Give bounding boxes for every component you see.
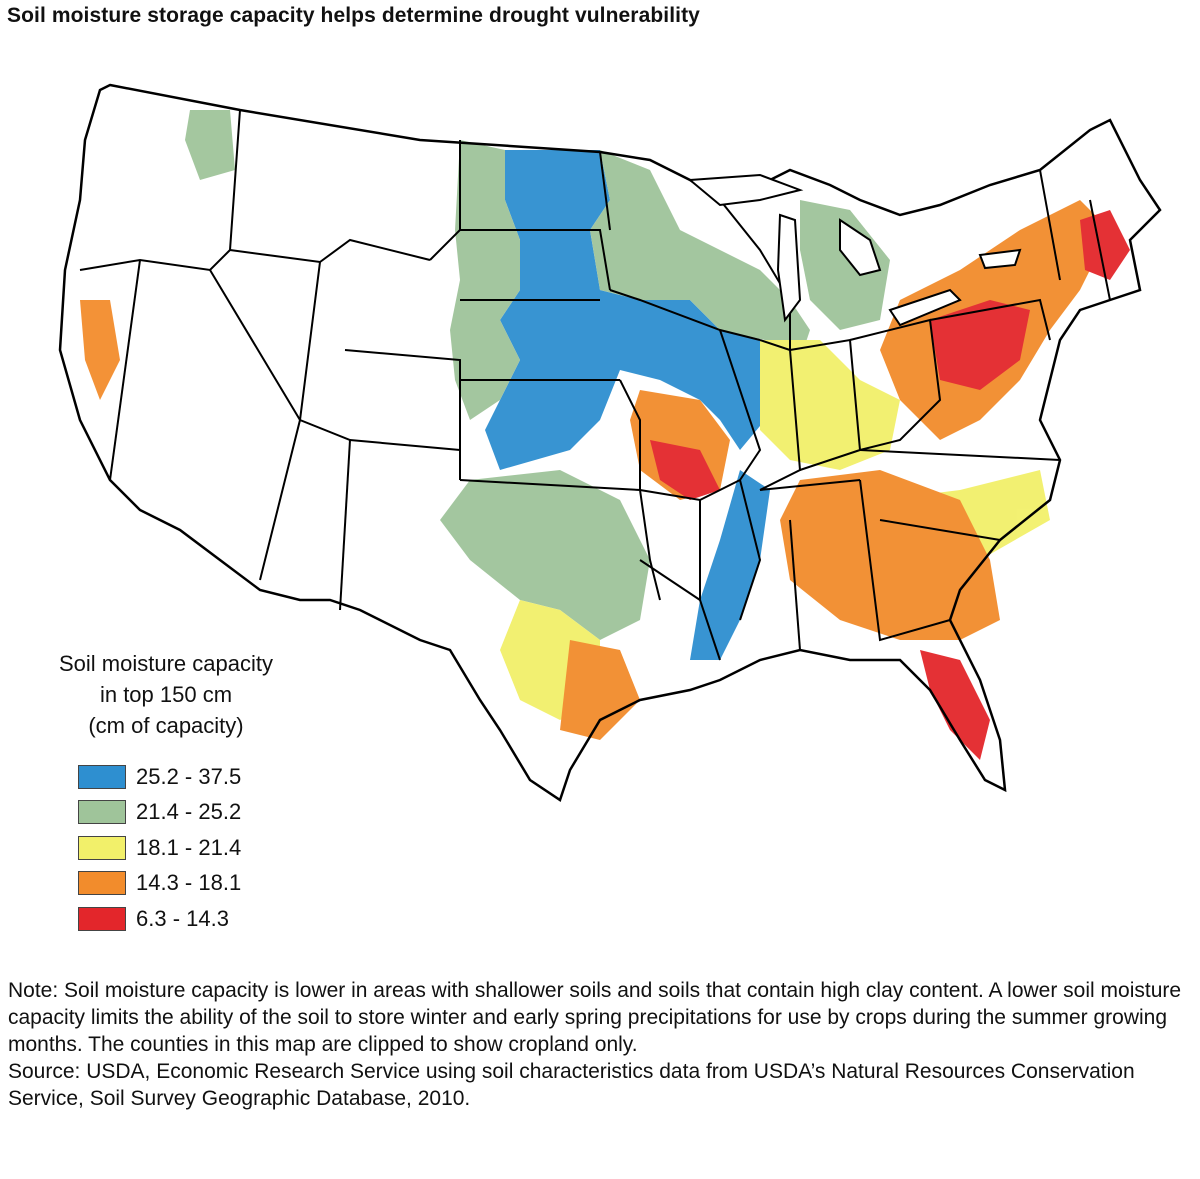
region-texas-orange — [560, 640, 640, 740]
legend-item: 18.1 - 21.4 — [78, 830, 310, 866]
region-west-green — [185, 110, 235, 180]
legend-title: Soil moisture capacity in top 150 cm (cm… — [30, 648, 302, 741]
region-red-appalachia — [930, 300, 1030, 390]
lake-huron — [839, 218, 882, 277]
lake-michigan — [776, 213, 802, 323]
legend-label: 21.4 - 25.2 — [136, 799, 242, 825]
legend-title-line: in top 150 cm — [99, 682, 233, 707]
us-outline — [58, 83, 1162, 802]
region-red-florida — [920, 650, 990, 760]
legend-item: 14.3 - 18.1 — [78, 866, 310, 902]
legend-item: 6.3 - 14.3 — [78, 901, 310, 937]
legend-items: 25.2 - 37.5 21.4 - 25.2 18.1 - 21.4 14.3… — [78, 759, 310, 937]
legend-label: 14.3 - 18.1 — [136, 870, 242, 896]
region-yellow-midwest — [760, 340, 900, 470]
region-southern-plains-green — [440, 470, 650, 640]
region-red-ozarks — [650, 440, 720, 500]
lake-erie — [888, 288, 962, 327]
legend-item: 25.2 - 37.5 — [78, 759, 310, 795]
legend-label: 6.3 - 14.3 — [136, 905, 229, 931]
footnote: Note: Soil moisture capacity is lower in… — [8, 977, 1198, 1112]
source-text: Source: USDA, Economic Research Service … — [8, 1060, 1135, 1110]
page-title: Soil moisture storage capacity helps det… — [7, 4, 700, 27]
map-legend: Soil moisture capacity in top 150 cm (cm… — [30, 648, 310, 937]
legend-label: 25.2 - 37.5 — [136, 763, 242, 789]
legend-swatch — [78, 764, 126, 789]
legend-swatch — [78, 906, 126, 931]
legend-label: 18.1 - 21.4 — [136, 834, 242, 860]
region-midwest-green — [590, 150, 810, 360]
region-red-newengland — [1080, 210, 1130, 280]
note-text: Note: Soil moisture capacity is lower in… — [8, 979, 1182, 1056]
lake-ontario — [978, 248, 1022, 270]
region-orange-southeast — [780, 470, 1000, 640]
region-plains-green — [450, 140, 520, 420]
legend-title-line: (cm of capacity) — [88, 713, 244, 738]
region-west-orange — [80, 300, 120, 400]
state-borders — [79, 109, 1111, 661]
great-lakes — [687, 173, 1022, 327]
legend-swatch — [78, 871, 126, 896]
lake-superior — [687, 173, 804, 207]
legend-swatch — [78, 800, 126, 825]
region-michigan-green — [800, 200, 890, 330]
legend-swatch — [78, 835, 126, 860]
legend-item: 21.4 - 25.2 — [78, 795, 310, 831]
legend-title-line: Soil moisture capacity — [59, 651, 273, 676]
